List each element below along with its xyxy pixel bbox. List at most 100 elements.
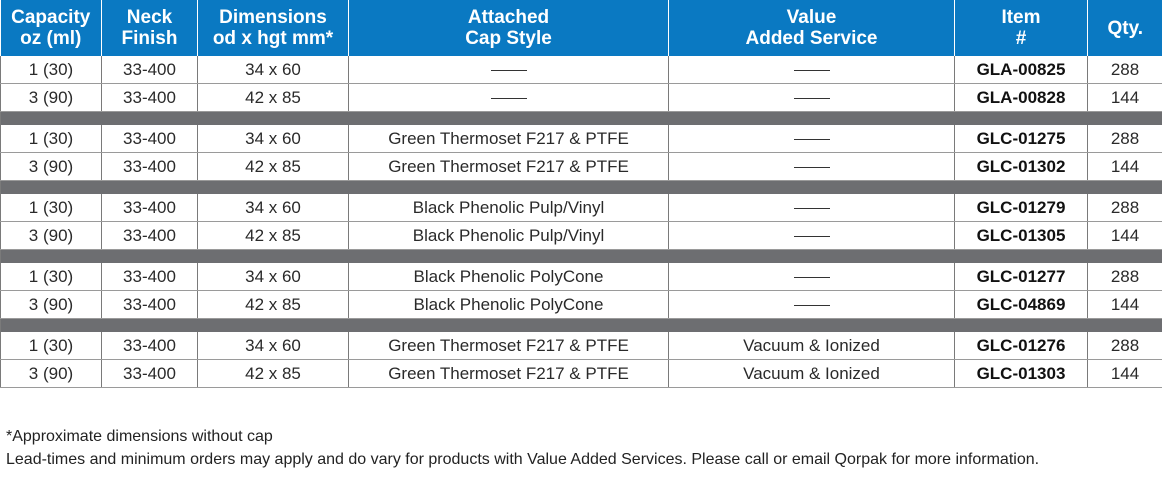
table-row: 3 (90) 33-400 42 x 85 Black Phenolic PolyCo… bbox=[0, 290, 1162, 319]
capacity-cell: 3 (90) bbox=[0, 83, 102, 112]
cap-style-cell: Black Phenolic PolyCone bbox=[348, 290, 669, 319]
column-header-neck-finish: Neck Finish bbox=[101, 0, 198, 56]
group-separator bbox=[0, 180, 1162, 194]
empty-dash bbox=[793, 304, 830, 306]
neck-finish-cell: 33-400 bbox=[101, 359, 198, 388]
table-row: 3 (90) 33-400 42 x 85 GLA-00828 144 bbox=[0, 83, 1162, 112]
capacity-cell: 1 (30) bbox=[0, 56, 102, 84]
footnote-lead-times: Lead-times and minimum orders may apply … bbox=[6, 451, 1040, 468]
neck-finish-cell: 33-400 bbox=[101, 83, 198, 112]
item-number-cell: GLC-01305 bbox=[954, 221, 1088, 250]
item-number-cell: GLA-00828 bbox=[954, 83, 1088, 112]
item-number-cell: GLC-01276 bbox=[954, 332, 1088, 360]
capacity-cell: 1 (30) bbox=[0, 332, 102, 360]
item-number-cell: GLC-01275 bbox=[954, 125, 1088, 153]
dimensions-cell: 34 x 60 bbox=[197, 263, 349, 291]
neck-finish-cell: 33-400 bbox=[101, 332, 198, 360]
neck-finish-cell: 33-400 bbox=[101, 194, 198, 222]
empty-dash bbox=[793, 235, 830, 237]
capacity-cell: 1 (30) bbox=[0, 194, 102, 222]
quantity-cell: 288 bbox=[1087, 125, 1162, 153]
column-header-line: Dimensions bbox=[219, 7, 327, 28]
group-separator bbox=[0, 318, 1162, 332]
neck-finish-cell: 33-400 bbox=[101, 56, 198, 84]
group-separator-bar bbox=[0, 318, 1162, 332]
value-added-cell bbox=[668, 56, 955, 84]
product-spec-table: Capacity oz (ml) Neck Finish Dimensions od x … bbox=[0, 0, 1162, 388]
footnote-dimensions: *Approximate dimensions without cap bbox=[6, 428, 273, 445]
cap-style-cell: Green Thermoset F217 & PTFE bbox=[348, 125, 669, 153]
table-body: 1 (30) 33-400 34 x 60 GLA-00825 288 3 (90) 33-… bbox=[0, 56, 1162, 388]
empty-dash bbox=[490, 69, 527, 71]
dimensions-cell: 42 x 85 bbox=[197, 290, 349, 319]
column-header-capacity: Capacity oz (ml) bbox=[0, 0, 102, 56]
group-separator-bar bbox=[0, 180, 1162, 194]
capacity-cell: 3 (90) bbox=[0, 290, 102, 319]
dimensions-cell: 34 x 60 bbox=[197, 332, 349, 360]
neck-finish-cell: 33-400 bbox=[101, 152, 198, 181]
value-added-cell: Vacuum & Ionized bbox=[668, 332, 955, 360]
capacity-cell: 1 (30) bbox=[0, 125, 102, 153]
quantity-cell: 144 bbox=[1087, 290, 1162, 319]
empty-dash bbox=[490, 97, 527, 99]
column-header-item-number: Item # bbox=[954, 0, 1088, 56]
capacity-cell: 3 (90) bbox=[0, 221, 102, 250]
group-separator-bar bbox=[0, 111, 1162, 125]
value-added-cell bbox=[668, 152, 955, 181]
quantity-cell: 288 bbox=[1087, 56, 1162, 84]
cap-style-cell: Black Phenolic PolyCone bbox=[348, 263, 669, 291]
quantity-cell: 288 bbox=[1087, 263, 1162, 291]
table-row: 1 (30) 33-400 34 x 60 Green Thermoset F217 … bbox=[0, 332, 1162, 360]
group-separator bbox=[0, 249, 1162, 263]
cap-style-cell: Black Phenolic Pulp/Vinyl bbox=[348, 221, 669, 250]
neck-finish-cell: 33-400 bbox=[101, 125, 198, 153]
neck-finish-cell: 33-400 bbox=[101, 263, 198, 291]
dimensions-cell: 42 x 85 bbox=[197, 221, 349, 250]
column-header-line: Cap Style bbox=[465, 28, 552, 49]
item-number-cell: GLC-01302 bbox=[954, 152, 1088, 181]
dimensions-cell: 34 x 60 bbox=[197, 194, 349, 222]
column-header-line: Finish bbox=[121, 28, 178, 49]
group-separator-bar bbox=[0, 249, 1162, 263]
column-header-line: Capacity bbox=[11, 7, 91, 28]
table-row: 1 (30) 33-400 34 x 60 Green Thermoset F217 … bbox=[0, 125, 1162, 153]
quantity-cell: 144 bbox=[1087, 359, 1162, 388]
empty-dash bbox=[793, 207, 830, 209]
item-number-cell: GLC-01277 bbox=[954, 263, 1088, 291]
cap-style-cell bbox=[348, 83, 669, 112]
quantity-cell: 144 bbox=[1087, 221, 1162, 250]
table-row: 3 (90) 33-400 42 x 85 Black Phenolic Pulp/V… bbox=[0, 221, 1162, 250]
empty-dash bbox=[793, 97, 830, 99]
column-header-line: Item bbox=[1001, 7, 1041, 28]
dimensions-cell: 34 x 60 bbox=[197, 125, 349, 153]
table-row: 3 (90) 33-400 42 x 85 Green Thermoset F217 … bbox=[0, 359, 1162, 388]
value-added-cell bbox=[668, 263, 955, 291]
column-header-line: Qty. bbox=[1107, 17, 1144, 39]
column-header-line: od x hgt mm* bbox=[212, 28, 334, 49]
column-header-line: Neck bbox=[126, 7, 173, 28]
dimensions-cell: 42 x 85 bbox=[197, 359, 349, 388]
column-header-line: # bbox=[1015, 28, 1027, 49]
footnotes: *Approximate dimensions without cap Lead… bbox=[6, 425, 1156, 471]
cap-style-cell: Green Thermoset F217 & PTFE bbox=[348, 359, 669, 388]
column-header-value-added-service: Value Added Service bbox=[668, 0, 955, 56]
value-added-cell bbox=[668, 221, 955, 250]
table-row: 3 (90) 33-400 42 x 85 Green Thermoset F217 … bbox=[0, 152, 1162, 181]
capacity-cell: 3 (90) bbox=[0, 152, 102, 181]
item-number-cell: GLC-04869 bbox=[954, 290, 1088, 319]
empty-dash bbox=[793, 276, 830, 278]
column-header-line: Added Service bbox=[745, 28, 878, 49]
column-header-line: Value bbox=[786, 7, 837, 28]
group-separator bbox=[0, 111, 1162, 125]
empty-dash bbox=[793, 69, 830, 71]
cap-style-cell bbox=[348, 56, 669, 84]
value-added-cell bbox=[668, 83, 955, 112]
capacity-cell: 3 (90) bbox=[0, 359, 102, 388]
cap-style-cell: Green Thermoset F217 & PTFE bbox=[348, 332, 669, 360]
cap-style-cell: Black Phenolic Pulp/Vinyl bbox=[348, 194, 669, 222]
neck-finish-cell: 33-400 bbox=[101, 290, 198, 319]
dimensions-cell: 42 x 85 bbox=[197, 152, 349, 181]
table-row: 1 (30) 33-400 34 x 60 Black Phenolic Pulp/V… bbox=[0, 194, 1162, 222]
quantity-cell: 144 bbox=[1087, 152, 1162, 181]
quantity-cell: 144 bbox=[1087, 83, 1162, 112]
